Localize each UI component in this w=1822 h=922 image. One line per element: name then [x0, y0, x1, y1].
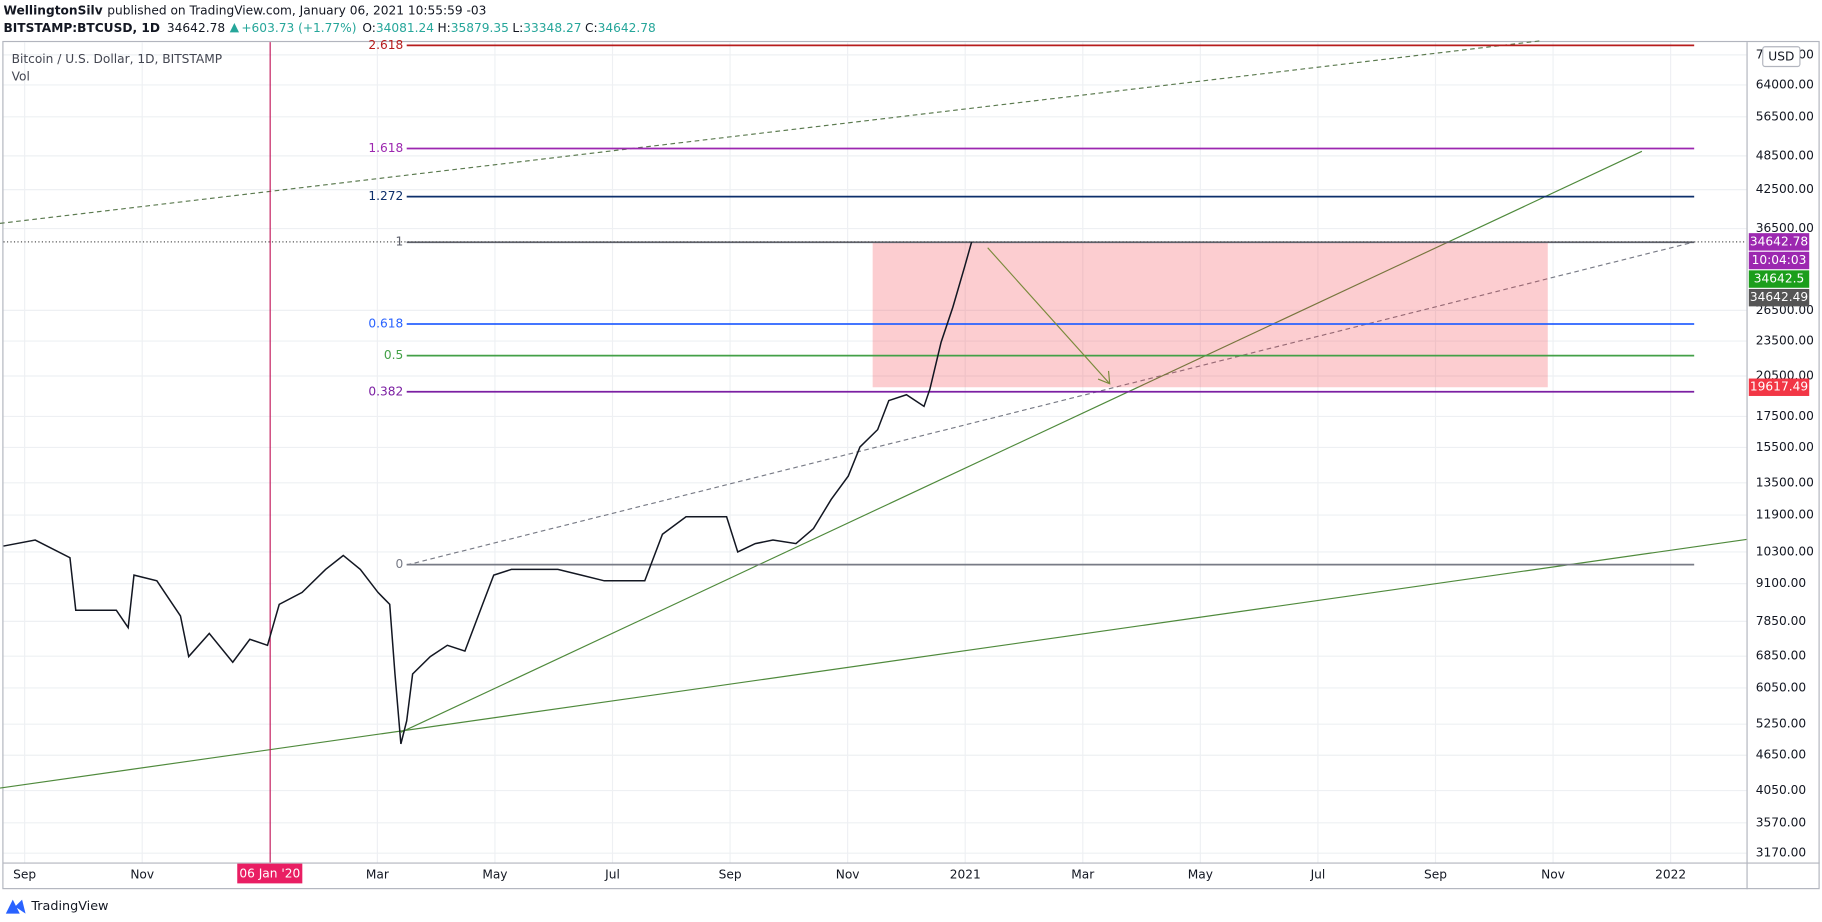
ohlc-value: 34642.78	[598, 21, 656, 35]
dashed-trendline	[0, 40, 1540, 224]
y-tick-label: 10300.00	[1756, 544, 1814, 558]
trendline	[400, 150, 1643, 733]
legend-title: Bitcoin / U.S. Dollar, 1D, BITSTAMP	[12, 52, 222, 66]
x-tick-label: Sep	[13, 868, 36, 882]
y-tick-label: 17500.00	[1756, 409, 1814, 423]
grid	[3, 42, 1747, 863]
fib-ratio: 0	[395, 557, 403, 571]
x-tick-label: May	[482, 868, 507, 882]
x-tick-label: Nov	[1541, 868, 1565, 882]
y-tick-label: 3570.00	[1756, 815, 1806, 829]
ohlc-value: 35879.35	[451, 21, 509, 35]
ohlc-label: C:	[585, 21, 598, 35]
price-badge	[1748, 288, 1810, 307]
y-tick-label: 48500.00	[1756, 148, 1814, 162]
price-badge	[1748, 251, 1810, 270]
header-line: WellingtonSilv published on TradingView.c…	[3, 3, 486, 17]
y-tick-label: 23500.00	[1756, 334, 1814, 348]
symbol: BITSTAMP:BTCUSD, 1D	[3, 21, 159, 35]
y-tick-label: 42500.00	[1756, 182, 1814, 196]
y-tick-label: 7850.00	[1756, 614, 1806, 628]
author: WellingtonSilv	[3, 3, 102, 17]
currency[interactable]: USD	[1768, 50, 1794, 64]
y-tick-label: 36500.00	[1756, 221, 1814, 235]
price-badge-label: 34642.5	[1754, 272, 1804, 286]
plot: 2.618 1.618 1.272 1 0.618 0.5 0.382 0	[3, 38, 1747, 745]
y-tick-label: 9100.00	[1756, 576, 1806, 590]
ohlc-label: O:	[362, 21, 376, 35]
fib-ratio: 1.272	[368, 189, 403, 203]
price-badge	[1748, 270, 1810, 288]
dashed-trendline	[406, 241, 1695, 566]
ohlc-label: H:	[437, 21, 450, 35]
x-tick-label: Jul	[604, 868, 620, 882]
target-box	[872, 241, 1548, 388]
x-tick-label: Jul	[1310, 868, 1326, 882]
fib-ratio: 2.618	[368, 38, 403, 52]
fib-ratio: 1	[395, 235, 403, 249]
chart-frame	[2, 40, 1820, 890]
y-tick-label: 6850.00	[1756, 649, 1806, 663]
change: +603.73 (+1.77%)	[241, 21, 356, 35]
x-tick-label: Sep	[1424, 868, 1447, 882]
price-badge	[1748, 233, 1810, 251]
drawings	[0, 40, 1747, 863]
price-badge	[1748, 378, 1810, 396]
published: published on TradingView.com, January 06…	[107, 3, 486, 17]
last-price: 34642.78	[167, 21, 225, 35]
crosshair-label: 06 Jan '20	[239, 867, 300, 881]
x-tick-label: Nov	[836, 868, 860, 882]
y-tick-label: 13500.00	[1756, 475, 1814, 489]
up-arrow	[229, 22, 240, 33]
arrow	[987, 247, 1111, 385]
price-badge-label: 34642.49	[1750, 290, 1808, 304]
symbol-line: BITSTAMP:BTCUSD, 1D 34642.78 +603.73 (+1.7…	[3, 21, 655, 35]
y-tick-label: 11900.00	[1756, 508, 1814, 522]
footer: TradingView	[5, 899, 109, 914]
fib-ratio: 0.618	[368, 316, 403, 330]
price-badge-label: 19617.49	[1750, 380, 1808, 394]
header: WellingtonSilv published on TradingView.c…	[3, 3, 655, 34]
x-tick-label: May	[1188, 868, 1213, 882]
x-tick-label: Sep	[719, 868, 742, 882]
x-tick-label: 2022	[1655, 868, 1686, 882]
footer-brand: TradingView	[30, 899, 108, 914]
fib-ratio: 0.382	[368, 384, 403, 398]
y-tick-label: 3170.00	[1756, 846, 1806, 860]
y-tick-label: 6050.00	[1756, 680, 1806, 694]
price-badge-label: 10:04:03	[1752, 253, 1807, 267]
y-tick-label: 26500.00	[1756, 303, 1814, 317]
y-tick-label: 5250.00	[1756, 717, 1806, 731]
y-tick-label: 15500.00	[1756, 440, 1814, 454]
ohlc-value: 33348.27	[523, 21, 581, 35]
fib-ratio: 1.618	[368, 141, 403, 155]
fib-ratio: 0.5	[384, 348, 403, 362]
logo	[5, 899, 26, 914]
trendline	[0, 538, 1747, 789]
x-tick-label: Mar	[1071, 868, 1095, 882]
x-tick-label: 2021	[950, 868, 981, 882]
y-tick-label: 56500.00	[1756, 109, 1814, 123]
ohlc-value: 34081.24	[376, 21, 434, 35]
crosshair-badge	[237, 863, 303, 884]
y-tick-label: 64000.00	[1756, 77, 1814, 91]
y-tick-label: 4050.00	[1756, 783, 1806, 797]
legend-vol: Vol	[12, 69, 30, 83]
ohlc-label: L:	[512, 21, 523, 35]
x-tick-label: Nov	[130, 868, 154, 882]
x-tick-label: Mar	[366, 868, 390, 882]
price-line	[3, 241, 973, 745]
y-tick-label: 4650.00	[1756, 748, 1806, 762]
currency-badge[interactable]	[1762, 46, 1801, 68]
legend: Bitcoin / U.S. Dollar, 1D, BITSTAMP Vol	[12, 52, 222, 83]
price-badge-label: 34642.78	[1750, 234, 1808, 248]
